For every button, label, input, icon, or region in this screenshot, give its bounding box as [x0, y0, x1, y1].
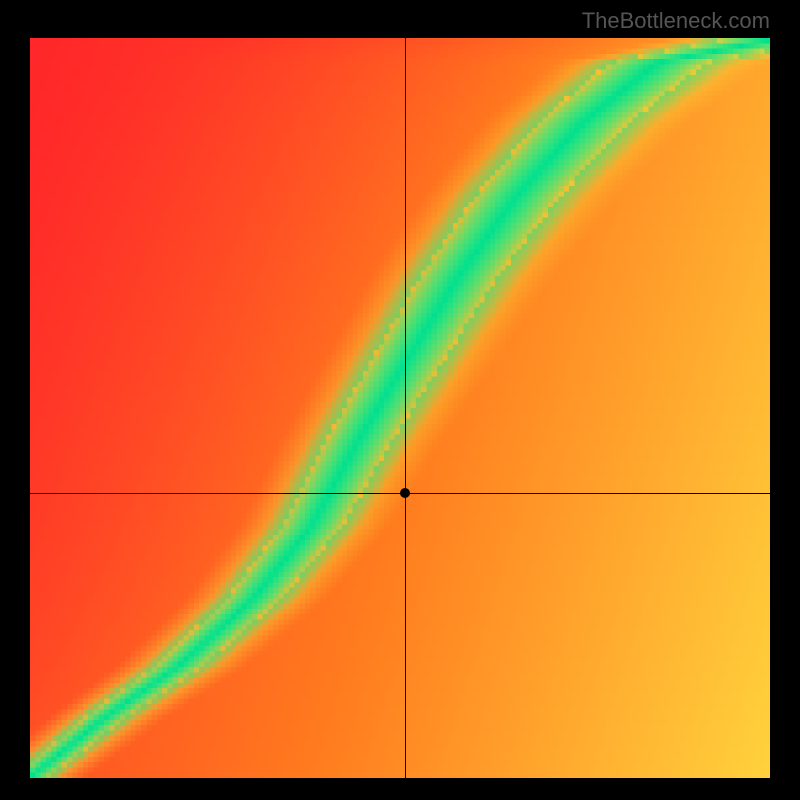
crosshair-vertical [405, 38, 406, 778]
heatmap-plot-area [30, 38, 770, 778]
heatmap-canvas [30, 38, 770, 778]
marker-dot [400, 488, 410, 498]
watermark-text: TheBottleneck.com [582, 8, 770, 34]
